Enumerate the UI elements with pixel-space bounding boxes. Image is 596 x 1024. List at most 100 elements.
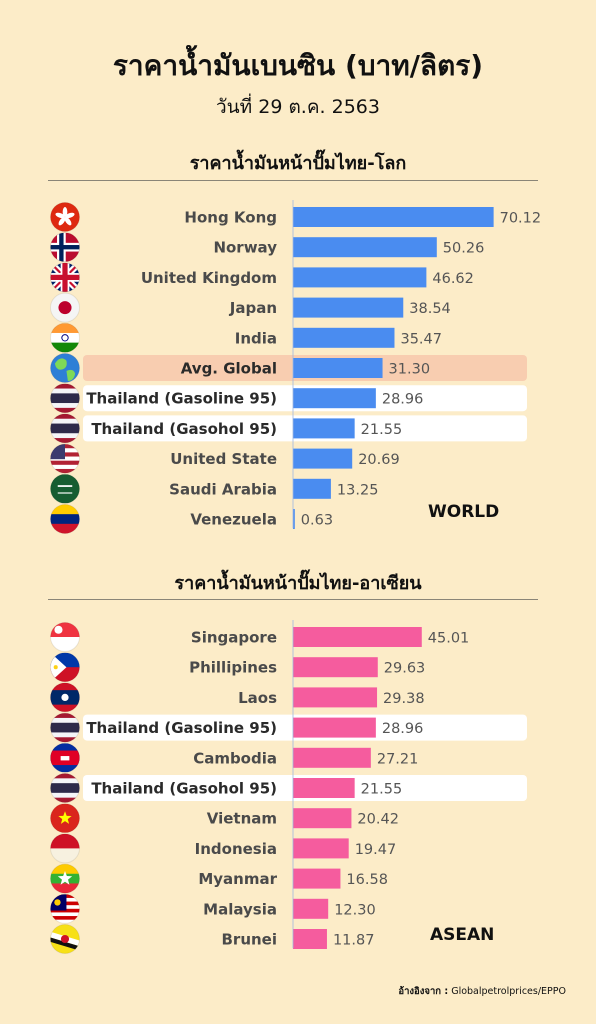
asean-row: Phillipines 29.63 (50, 652, 426, 683)
world-bar (293, 388, 376, 409)
world-row: Avg. Global 31.30 (50, 353, 527, 383)
world-value-label: 70.12 (500, 211, 542, 227)
world-row: United Kingdom 46.62 (50, 262, 474, 293)
world-row: Venezuela 0.63 (50, 504, 333, 534)
indonesia-flag-icon (50, 833, 80, 864)
world-value-label: 0.63 (301, 513, 333, 529)
asean-value-label: 28.96 (382, 721, 424, 737)
world-category-label: Venezuela (190, 511, 277, 529)
world-row: Thailand (Gasohol 95) 21.55 (50, 413, 527, 444)
india-flag-icon (50, 322, 80, 353)
world-category-label: Saudi Arabia (169, 480, 277, 498)
asean-bar (293, 808, 352, 829)
page-title: ราคาน้ำมันเบนซิน (บาท/ลิตร) (112, 49, 484, 82)
asean-region-label: ASEAN (430, 925, 495, 945)
thailand-flag-icon (50, 773, 80, 803)
world-category-label: Norway (213, 239, 277, 257)
world-category-label: Thailand (Gasohol 95) (91, 420, 277, 438)
malaysia-flag-icon (50, 893, 80, 924)
saudi-arabia-flag-icon (50, 473, 80, 504)
asean-category-label: Singapore (191, 629, 277, 647)
asean-row: Thailand (Gasohol 95) 21.55 (50, 773, 527, 803)
japan-flag-icon (50, 292, 80, 323)
laos-flag-icon (50, 682, 80, 713)
myanmar-flag-icon (50, 863, 80, 894)
united-states-flag-icon (50, 443, 80, 474)
asean-row: Myanmar 16.58 (50, 863, 388, 894)
world-region-label: WORLD (428, 502, 500, 522)
world-category-label: Thailand (Gasoline 95) (86, 390, 277, 408)
asean-bar (293, 747, 371, 768)
asean-value-label: 45.01 (428, 631, 470, 647)
asean-category-label: Vietnam (207, 810, 277, 828)
page-subtitle: วันที่ 29 ต.ค. 2563 (216, 96, 380, 118)
world-bar (293, 207, 494, 227)
world-value-label: 46.62 (432, 271, 474, 287)
world-row: Hong Kong 70.12 (50, 202, 542, 232)
world-row: Norway 50.26 (50, 232, 485, 263)
world-category-label: Japan (229, 299, 277, 317)
cambodia-flag-icon (50, 742, 80, 773)
asean-bar (293, 717, 376, 738)
world-bar-chart: Hong Kong 70.12 Norway 50.26 United Kingdom 4… (50, 200, 542, 534)
world-row: Japan 38.54 (50, 292, 451, 323)
asean-bar (293, 838, 349, 859)
world-category-label: India (235, 329, 277, 347)
thailand-flag-icon (50, 383, 80, 414)
asean-category-label: Brunei (221, 931, 277, 949)
asean-bar (293, 687, 378, 708)
world-row: India 35.47 (50, 322, 442, 353)
philippines-flag-icon (50, 652, 80, 683)
brunei-flag-icon (50, 924, 80, 954)
world-category-label: Avg. Global (181, 360, 277, 378)
world-value-label: 31.30 (389, 362, 431, 378)
asean-category-label: Myanmar (198, 870, 277, 888)
singapore-flag-icon (50, 622, 80, 652)
world-bar (293, 478, 331, 499)
world-bar (293, 418, 355, 439)
asean-bar (293, 778, 355, 798)
asean-bar (293, 868, 341, 889)
asean-row: Singapore 45.01 (50, 622, 470, 652)
asean-divider (48, 599, 538, 600)
world-divider (48, 180, 538, 181)
source-label: อ้างอิงจาก : (398, 986, 449, 997)
venezuela-flag-icon (50, 504, 80, 534)
globe-icon (50, 353, 80, 383)
world-row: Thailand (Gasoline 95) 28.96 (50, 383, 527, 414)
asean-value-label: 21.55 (361, 782, 403, 798)
world-value-label: 50.26 (443, 241, 485, 257)
world-section-heading: ราคาน้ำมันหน้าปั๊มไทย-โลก (189, 153, 407, 174)
world-value-label: 35.47 (400, 331, 442, 347)
united-kingdom-flag-icon (50, 262, 80, 293)
world-bar (293, 448, 353, 469)
world-row: Saudi Arabia 13.25 (50, 473, 379, 504)
world-value-label: 20.69 (358, 452, 400, 468)
asean-bar (293, 657, 378, 678)
asean-bar (293, 627, 422, 647)
world-value-label: 38.54 (409, 301, 451, 317)
asean-bar (293, 898, 329, 919)
world-bar (293, 509, 295, 529)
asean-value-label: 29.63 (384, 661, 426, 677)
asean-value-label: 11.87 (333, 933, 375, 949)
asean-category-label: Indonesia (195, 840, 277, 858)
world-value-label: 13.25 (337, 482, 379, 498)
world-bar (293, 237, 437, 258)
asean-row: Laos 29.38 (50, 682, 425, 713)
asean-category-label: Phillipines (189, 659, 277, 677)
asean-category-label: Thailand (Gasoline 95) (86, 719, 277, 737)
asean-category-label: Laos (238, 689, 277, 707)
asean-value-label: 19.47 (355, 842, 397, 858)
asean-value-label: 20.42 (357, 812, 399, 828)
vietnam-flag-icon (50, 803, 80, 834)
world-category-label: United State (170, 450, 277, 468)
source-note: อ้างอิงจาก : Globalpetrolprices/EPPO (398, 984, 566, 999)
asean-category-label: Thailand (Gasohol 95) (91, 780, 277, 798)
asean-value-label: 12.30 (334, 902, 376, 918)
asean-row: Indonesia 19.47 (50, 833, 397, 864)
asean-bar (293, 929, 327, 949)
asean-value-label: 16.58 (346, 872, 388, 888)
asean-row: Cambodia 27.21 (50, 742, 418, 773)
world-value-label: 28.96 (382, 392, 424, 408)
